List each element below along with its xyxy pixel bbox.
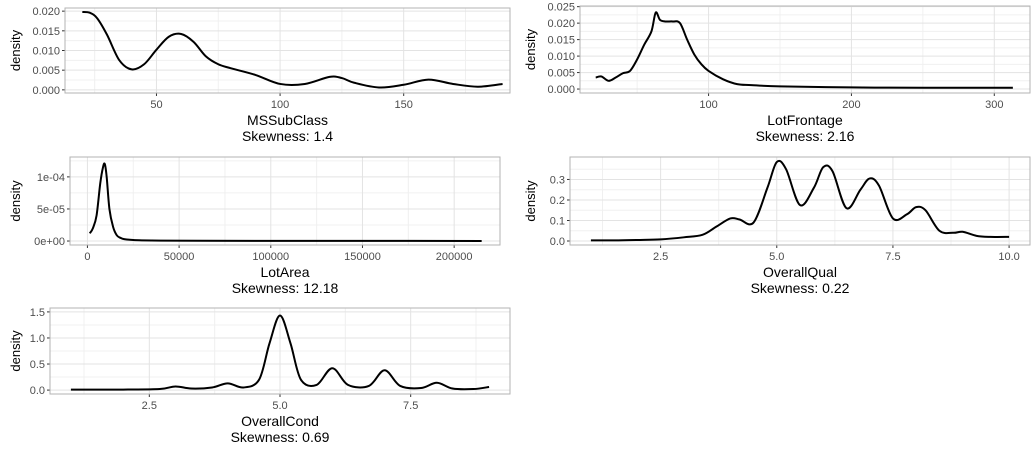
x-tick-label: 300 xyxy=(985,99,1003,111)
density-line-lotfrontage xyxy=(595,11,1013,89)
skewness-label: Skewness: 12.18 xyxy=(232,280,339,296)
y-axis-title: density xyxy=(8,180,23,222)
x-tick-label: 10.0 xyxy=(998,251,1019,263)
panel-border xyxy=(69,156,501,246)
x-axis-title: OverallQual xyxy=(763,264,837,280)
y-tick-label: 0.2 xyxy=(550,195,565,207)
density-line-mssubclass xyxy=(82,10,503,89)
y-axis-title: density xyxy=(8,29,23,71)
y-tick-label: 0.000 xyxy=(32,85,60,97)
y-tick-label: 0.015 xyxy=(547,35,575,47)
x-tick-label: 0 xyxy=(84,251,90,263)
panel-border xyxy=(64,7,511,94)
panel-mssubclass: 50 100 150 0.000 0.005 0.010 0.015 0.020 MSSubCl… xyxy=(0,0,515,150)
y-tick-label: 0.020 xyxy=(32,6,60,18)
panel-border xyxy=(579,5,1031,94)
skewness-label: Skewness: 0.69 xyxy=(231,429,330,445)
panel-lotarea: 0 50000 100000 150000 200000 0e+00 5e-05 1e-04 L… xyxy=(0,150,515,300)
y-tick-label: 0.020 xyxy=(547,18,575,30)
panel-border xyxy=(49,307,511,395)
x-tick-label: 100 xyxy=(271,99,289,111)
y-tick-label: 0.010 xyxy=(547,51,575,63)
x-tick-label: 50000 xyxy=(164,251,195,263)
density-line-overallcond xyxy=(70,314,490,391)
skewness-label: Skewness: 1.4 xyxy=(242,128,333,144)
y-tick-label: 1.0 xyxy=(30,333,45,345)
x-tick-label: 7.5 xyxy=(885,251,900,263)
x-axis-title: LotFrontage xyxy=(767,112,843,128)
x-tick-label: 200000 xyxy=(436,251,473,263)
y-tick-label: 0.010 xyxy=(32,46,60,58)
x-tick-label: 100000 xyxy=(252,251,289,263)
x-axis-title: LotArea xyxy=(260,264,309,280)
y-tick-label: 0.3 xyxy=(550,174,565,186)
y-tick-label: 0.015 xyxy=(32,26,60,38)
y-tick-label: 0e+00 xyxy=(34,236,65,248)
panel-overallqual: 2.5 5.0 7.5 10.0 0.0 0.1 0.2 0.3 OverallQual Skew… xyxy=(515,150,1034,300)
y-tick-label: 0.025 xyxy=(547,2,575,14)
y-tick-label: 0.1 xyxy=(550,215,565,227)
y-tick-label: 1.5 xyxy=(30,307,45,319)
y-tick-label: 0.005 xyxy=(32,65,60,77)
chart-lotarea: 0 50000 100000 150000 200000 0e+00 5e-05 1e-04 L… xyxy=(8,156,501,296)
x-tick-label: 2.5 xyxy=(653,251,668,263)
chart-lotfrontage: 100 200 300 0.000 0.005 0.010 0.015 0.020 0.025 L… xyxy=(523,2,1031,144)
y-tick-label: 0.0 xyxy=(30,385,45,397)
y-axis-title: density xyxy=(523,180,538,222)
x-tick-label: 7.5 xyxy=(403,400,418,412)
x-tick-label: 50 xyxy=(150,99,162,111)
y-tick-label: 0.005 xyxy=(547,68,575,80)
y-tick-label: 0.0 xyxy=(550,236,565,248)
chart-overallqual: 2.5 5.0 7.5 10.0 0.0 0.1 0.2 0.3 OverallQualSkew… xyxy=(523,156,1031,296)
y-axis-title: density xyxy=(8,330,23,372)
y-tick-label: 0.000 xyxy=(547,84,575,96)
x-tick-label: 150000 xyxy=(344,251,381,263)
panel-border xyxy=(569,156,1031,246)
x-tick-label: 5.0 xyxy=(272,400,287,412)
skewness-label: Skewness: 2.16 xyxy=(756,128,855,144)
x-axis-title: MSSubClass xyxy=(247,112,328,128)
x-axis-title: OverallCond xyxy=(241,413,319,429)
x-tick-label: 150 xyxy=(395,99,413,111)
chart-mssubclass: 50 100 150 0.000 0.005 0.010 0.015 0.020 MSSubCl… xyxy=(8,6,511,144)
y-tick-label: 1e-04 xyxy=(37,172,65,184)
density-line-lotarea xyxy=(88,162,482,242)
panel-overallcond: 2.5 5.0 7.5 0.0 0.5 1.0 1.5 OverallCond Skewness… xyxy=(0,300,515,455)
x-tick-label: 5.0 xyxy=(769,251,784,263)
density-line-overallqual xyxy=(590,159,1010,242)
x-tick-label: 200 xyxy=(842,99,860,111)
skewness-label: Skewness: 0.22 xyxy=(751,280,850,296)
y-axis-title: density xyxy=(523,28,538,70)
chart-overallcond: 2.5 5.0 7.5 0.0 0.5 1.0 1.5 OverallCondSkewness… xyxy=(8,307,511,445)
x-tick-label: 2.5 xyxy=(142,400,157,412)
panel-lotfrontage: 100 200 300 0.000 0.005 0.010 0.015 0.020 0.025 L… xyxy=(515,0,1034,150)
y-tick-label: 5e-05 xyxy=(37,204,65,216)
y-tick-label: 0.5 xyxy=(30,359,45,371)
x-tick-label: 100 xyxy=(699,99,717,111)
